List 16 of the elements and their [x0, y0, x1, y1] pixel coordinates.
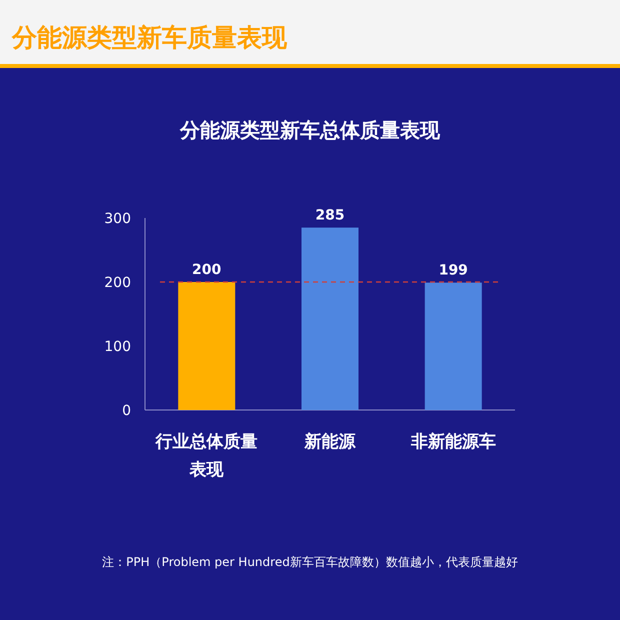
chart-subtitle: 分能源类型新车总体质量表现 [179, 118, 441, 142]
y-tick-label: 0 [122, 403, 131, 419]
x-tick-label: 行业总体质量表现 [154, 432, 258, 480]
x-tick-label: 非新能源车 [410, 432, 496, 452]
data-label: 285 [315, 208, 345, 224]
chart-title: 分能源类型新车质量表现 [11, 23, 288, 52]
y-tick-label: 300 [104, 211, 131, 227]
data-label: 199 [438, 262, 468, 279]
data-label: 200 [192, 262, 222, 278]
x-tick-label: 新能源 [304, 432, 356, 452]
y-tick-label: 100 [104, 339, 131, 355]
y-tick-label: 200 [104, 275, 131, 291]
bar [302, 228, 358, 410]
bar [424, 282, 482, 410]
text: 注：PPH（Problem per Hundred新车百车故障数）数值越小，代表质量越好 [102, 555, 518, 569]
bar [178, 282, 236, 410]
